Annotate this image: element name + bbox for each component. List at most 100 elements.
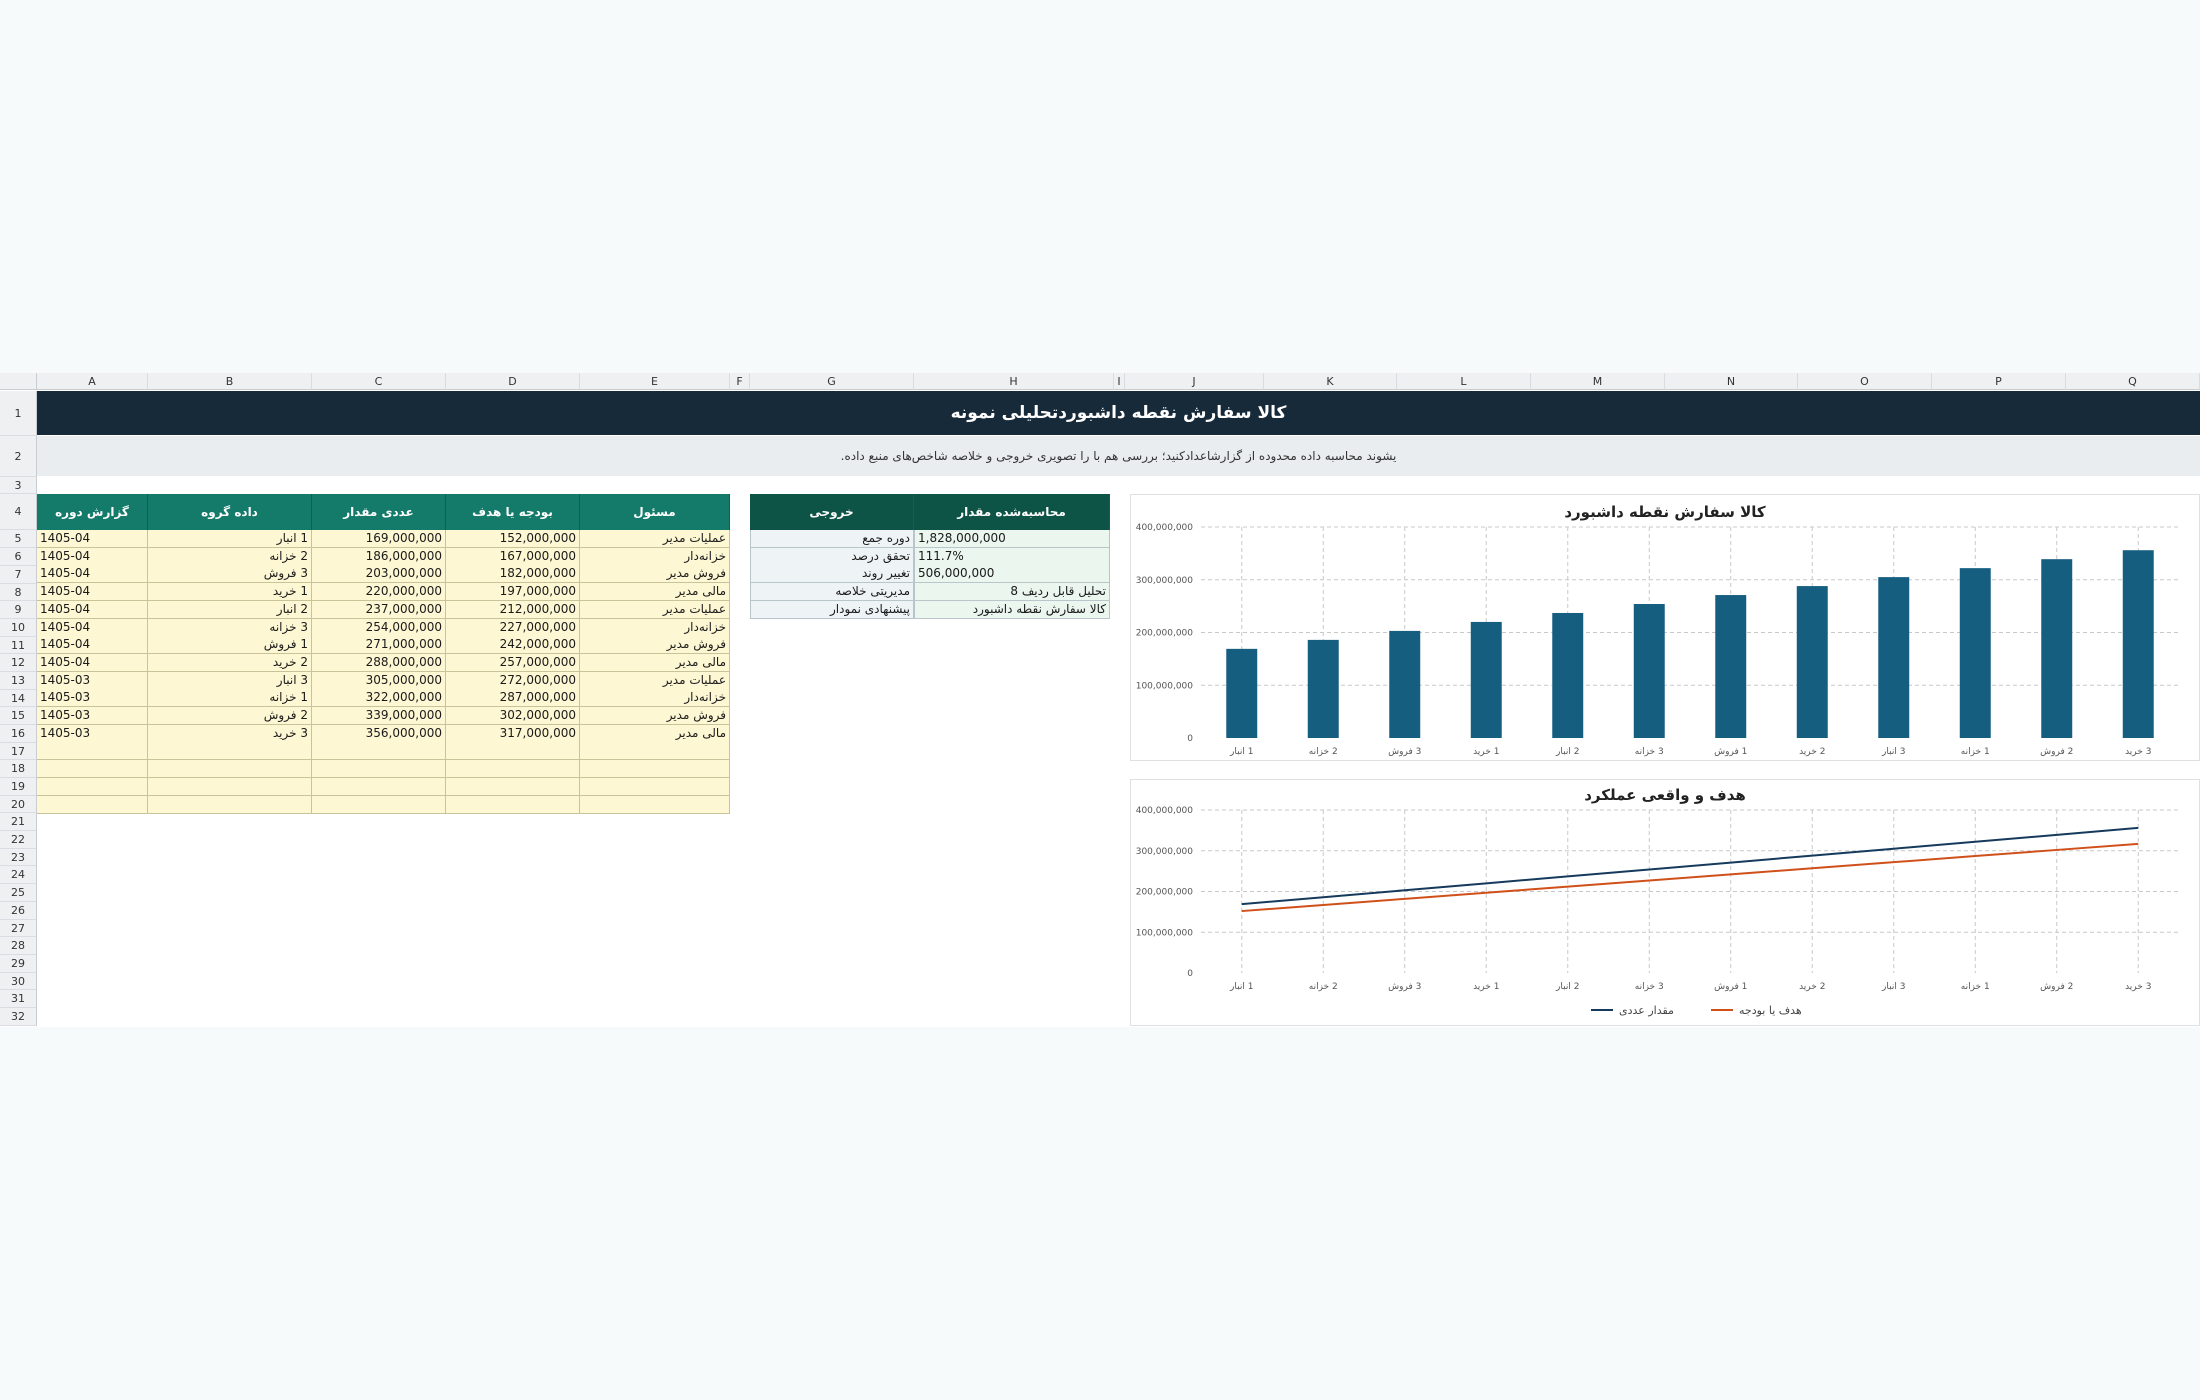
row-header-18[interactable]: 18 xyxy=(0,760,37,778)
data-table-cell[interactable]: خزانه‌دار xyxy=(580,689,730,708)
row-header-26[interactable]: 26 xyxy=(0,902,37,920)
empty-input-cell[interactable] xyxy=(446,795,580,814)
summary-table-header[interactable]: محاسبه‌شده مقدار xyxy=(914,494,1110,530)
data-table-cell[interactable]: 1405-04 xyxy=(37,636,148,655)
data-table-cell[interactable]: خزانه‌دار xyxy=(580,618,730,637)
data-table-cell[interactable]: 237,000,000 xyxy=(312,600,446,619)
data-table-header[interactable]: عددی مقدار xyxy=(312,494,446,530)
data-table-cell[interactable]: فروش مدیر xyxy=(580,636,730,655)
data-table-cell[interactable]: عملیات مدیر xyxy=(580,671,730,690)
data-table-cell[interactable]: 339,000,000 xyxy=(312,707,446,725)
data-table-cell[interactable]: 1405-04 xyxy=(37,600,148,619)
data-table-cell[interactable]: 356,000,000 xyxy=(312,724,446,743)
data-table-cell[interactable]: 1405-04 xyxy=(37,530,148,548)
data-table-cell[interactable]: 271,000,000 xyxy=(312,636,446,655)
row-header-10[interactable]: 10 xyxy=(0,619,37,637)
data-table-cell[interactable]: 1405-04 xyxy=(37,547,148,566)
row-header-5[interactable]: 5 xyxy=(0,530,37,548)
row-header-13[interactable]: 13 xyxy=(0,672,37,690)
row-header-20[interactable]: 20 xyxy=(0,796,37,813)
data-table-cell[interactable]: 1 فروش xyxy=(148,636,312,655)
row-header-16[interactable]: 16 xyxy=(0,725,37,743)
data-table-cell[interactable]: 272,000,000 xyxy=(446,671,580,690)
summary-value-cell[interactable]: 111.7% xyxy=(914,547,1110,566)
select-all-corner[interactable] xyxy=(0,373,37,390)
data-table-cell[interactable]: 1 خرید xyxy=(148,583,312,602)
row-header-25[interactable]: 25 xyxy=(0,884,37,902)
data-table-header[interactable]: مسئول xyxy=(580,494,730,530)
row-header-1[interactable]: 1 xyxy=(0,391,37,436)
data-table-cell[interactable]: 2 خرید xyxy=(148,653,312,672)
data-table-header[interactable]: بودجه یا هدف xyxy=(446,494,580,530)
row-header-11[interactable]: 11 xyxy=(0,637,37,654)
row-header-2[interactable]: 2 xyxy=(0,436,37,477)
data-table-cell[interactable]: 305,000,000 xyxy=(312,671,446,690)
data-table-cell[interactable]: 220,000,000 xyxy=(312,583,446,602)
row-header-4[interactable]: 4 xyxy=(0,494,37,530)
column-header-i[interactable]: I xyxy=(1114,373,1125,390)
summary-label-cell[interactable]: تحقق درصد xyxy=(750,547,914,566)
data-table-cell[interactable]: 288,000,000 xyxy=(312,653,446,672)
row-header-31[interactable]: 31 xyxy=(0,990,37,1008)
data-table-cell[interactable]: 167,000,000 xyxy=(446,547,580,566)
column-header-j[interactable]: J xyxy=(1125,373,1264,390)
data-table-cell[interactable]: 3 فروش xyxy=(148,565,312,584)
data-table-cell[interactable]: 322,000,000 xyxy=(312,689,446,708)
data-table-cell[interactable]: 1 خزانه xyxy=(148,689,312,708)
column-header-h[interactable]: H xyxy=(914,373,1114,390)
empty-input-cell[interactable] xyxy=(37,742,148,761)
line-chart-panel[interactable]: هدف و واقعی عملکرد 0 100,000,000 200,000,00… xyxy=(1130,779,2200,1026)
row-header-6[interactable]: 6 xyxy=(0,548,37,566)
empty-input-cell[interactable] xyxy=(312,760,446,779)
column-header-d[interactable]: D xyxy=(446,373,580,390)
column-header-f[interactable]: F xyxy=(730,373,750,390)
column-header-e[interactable]: E xyxy=(580,373,730,390)
data-table-cell[interactable]: فروش مدیر xyxy=(580,565,730,584)
data-table-cell[interactable]: عملیات مدیر xyxy=(580,530,730,548)
data-table-cell[interactable]: 203,000,000 xyxy=(312,565,446,584)
column-header-o[interactable]: O xyxy=(1798,373,1932,390)
column-header-g[interactable]: G xyxy=(750,373,914,390)
row-header-8[interactable]: 8 xyxy=(0,584,37,601)
column-header-k[interactable]: K xyxy=(1264,373,1397,390)
column-header-a[interactable]: A xyxy=(37,373,148,390)
data-table-cell[interactable]: 1405-04 xyxy=(37,565,148,584)
empty-input-cell[interactable] xyxy=(580,777,730,796)
data-table-cell[interactable]: 3 انبار xyxy=(148,671,312,690)
data-table-cell[interactable]: 302,000,000 xyxy=(446,707,580,725)
empty-input-cell[interactable] xyxy=(148,742,312,761)
empty-input-cell[interactable] xyxy=(580,742,730,761)
data-table-cell[interactable]: 3 خرید xyxy=(148,724,312,743)
data-table-cell[interactable]: مالی مدیر xyxy=(580,724,730,743)
data-table-cell[interactable]: 287,000,000 xyxy=(446,689,580,708)
data-table-cell[interactable]: 1405-03 xyxy=(37,724,148,743)
column-header-c[interactable]: C xyxy=(312,373,446,390)
empty-input-cell[interactable] xyxy=(148,760,312,779)
column-header-q[interactable]: Q xyxy=(2066,373,2200,390)
data-table-cell[interactable]: 169,000,000 xyxy=(312,530,446,548)
data-table-cell[interactable]: 197,000,000 xyxy=(446,583,580,602)
data-table-cell[interactable]: 254,000,000 xyxy=(312,618,446,637)
data-table-cell[interactable]: 2 فروش xyxy=(148,707,312,725)
row-header-28[interactable]: 28 xyxy=(0,937,37,955)
data-table-cell[interactable]: عملیات مدیر xyxy=(580,600,730,619)
empty-input-cell[interactable] xyxy=(446,777,580,796)
row-header-27[interactable]: 27 xyxy=(0,920,37,937)
data-table-cell[interactable]: 1405-04 xyxy=(37,618,148,637)
data-table-header[interactable]: داده گروه xyxy=(148,494,312,530)
row-header-23[interactable]: 23 xyxy=(0,849,37,866)
data-table-cell[interactable]: 2 خزانه xyxy=(148,547,312,566)
row-header-29[interactable]: 29 xyxy=(0,955,37,973)
data-table-cell[interactable]: 212,000,000 xyxy=(446,600,580,619)
data-table-cell[interactable]: 1405-04 xyxy=(37,583,148,602)
row-header-19[interactable]: 19 xyxy=(0,778,37,796)
data-table-cell[interactable]: 317,000,000 xyxy=(446,724,580,743)
empty-input-cell[interactable] xyxy=(312,777,446,796)
empty-input-cell[interactable] xyxy=(37,795,148,814)
data-table-cell[interactable]: 186,000,000 xyxy=(312,547,446,566)
data-table-cell[interactable]: 242,000,000 xyxy=(446,636,580,655)
row-header-17[interactable]: 17 xyxy=(0,743,37,760)
empty-input-cell[interactable] xyxy=(148,777,312,796)
row-header-15[interactable]: 15 xyxy=(0,707,37,725)
data-table-cell[interactable]: 182,000,000 xyxy=(446,565,580,584)
